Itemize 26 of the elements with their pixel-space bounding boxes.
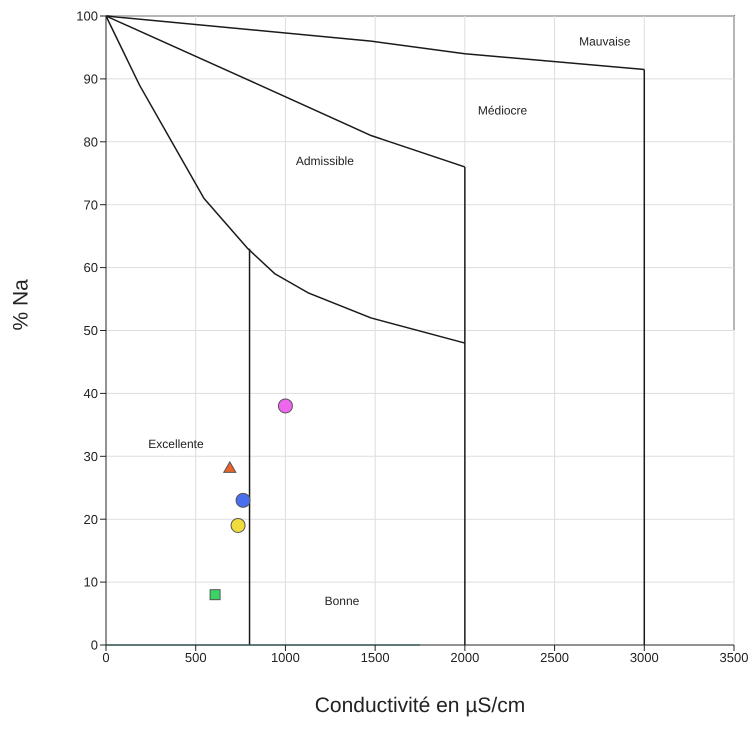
x-tick-label: 1500 bbox=[360, 650, 390, 666]
x-axis-title: Conductivité en µS/cm bbox=[314, 694, 526, 717]
y-tick-label: 70 bbox=[84, 197, 98, 212]
y-tick-label: 10 bbox=[84, 574, 98, 590]
y-tick-label: 20 bbox=[84, 512, 98, 527]
annotation: Mauvaise bbox=[579, 34, 631, 48]
x-tick-label: 3000 bbox=[630, 650, 659, 666]
annotation: Admissible bbox=[296, 154, 354, 168]
y-tick-label: 50 bbox=[84, 323, 98, 338]
y-tick-label: 90 bbox=[84, 72, 98, 87]
x-tick-label: 3500 bbox=[720, 650, 748, 666]
y-tick-label: 0 bbox=[90, 638, 98, 653]
annotation: Médiocre bbox=[478, 104, 528, 118]
x-tick-label: 500 bbox=[184, 650, 207, 666]
x-tick-label: 0 bbox=[102, 650, 110, 666]
x-tick-label: 2500 bbox=[540, 650, 570, 666]
y-tick-label: 100 bbox=[76, 8, 98, 24]
y-axis-title: % Na bbox=[9, 278, 32, 330]
x-tick-label: 2000 bbox=[450, 650, 480, 666]
annotation: Excellente bbox=[148, 436, 204, 451]
y-tick-label: 80 bbox=[84, 134, 98, 150]
y-tick-label: 40 bbox=[84, 386, 98, 402]
y-tick-label: 30 bbox=[84, 448, 98, 464]
y-tick-label: 60 bbox=[84, 260, 98, 276]
annotation: Bonne bbox=[324, 594, 360, 608]
x-tick-label: 1000 bbox=[270, 650, 300, 666]
